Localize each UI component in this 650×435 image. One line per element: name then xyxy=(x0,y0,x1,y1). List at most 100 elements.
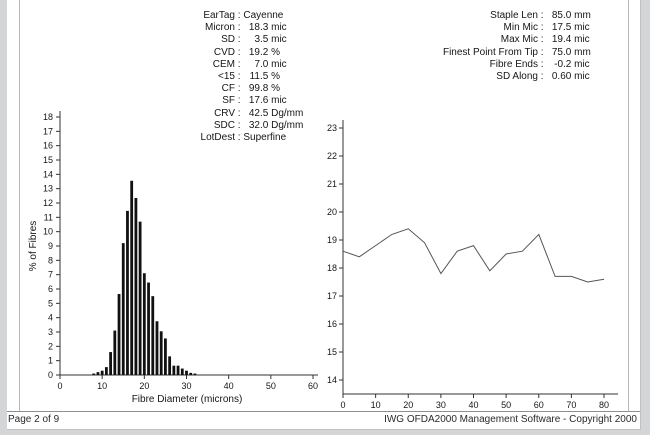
histogram-bar xyxy=(168,356,172,375)
micron-profile-chart: 14 15 16 17 18 19 20 21 22 23 0 10 20 30 40 50 60 70 80 xyxy=(327,120,618,410)
profile-y-tick-label: 23 xyxy=(327,123,337,133)
stat-value: -0.2 xyxy=(554,58,572,70)
histogram-bar xyxy=(113,330,117,375)
stat-value: 19.4 xyxy=(551,34,572,46)
profile-x-tick-label: 40 xyxy=(468,400,478,410)
histogram-bar xyxy=(180,368,184,375)
stat-colon: : xyxy=(235,22,244,34)
stat-row: LotDest : Superfine xyxy=(188,132,303,144)
stat-colon: : xyxy=(538,46,547,58)
hist-x-tick-label: 0 xyxy=(57,381,62,391)
footer-page-number: Page 2 of 9 xyxy=(8,414,60,425)
stat-value: 17.5 xyxy=(551,22,572,34)
footer-copyright: IWG OFDA2000 Management Software - Copyr… xyxy=(384,414,637,425)
profile-y-tick-label: 16 xyxy=(327,319,337,329)
histogram-bar xyxy=(104,367,108,375)
sample-stats-block: EarTag : Cayenne Micron : 18.3 mic SD : 3.… xyxy=(188,10,304,144)
stat-value: 18.3 xyxy=(248,22,269,34)
stat-label: CRV xyxy=(214,107,235,119)
hist-y-tick-label: 3 xyxy=(48,327,53,337)
hist-y-tick-label: 5 xyxy=(48,298,53,308)
hist-y-tick-label: 12 xyxy=(43,198,53,208)
stat-row: SDC : 32.0 Dg/mm xyxy=(188,120,303,132)
stat-row: CVD : 19.2 % xyxy=(188,47,303,59)
profile-y-tick-label: 17 xyxy=(327,291,337,301)
report-frame-right-border xyxy=(628,0,629,411)
histogram-bar xyxy=(164,338,167,375)
histogram-bar xyxy=(185,370,188,375)
stat-unit: Dg/mm xyxy=(268,107,304,119)
histogram-bar xyxy=(117,294,121,375)
stat-label: Finest Point From Tip xyxy=(442,46,538,58)
micron-profile-line xyxy=(342,228,605,283)
stat-value: 0.60 xyxy=(551,71,572,83)
stat-row: Fibre Ends : -0.2 mic xyxy=(430,59,591,71)
profile-x-tick-label: 10 xyxy=(371,400,381,410)
hist-y-tick-label: 9 xyxy=(48,241,53,251)
hist-x-tick-label: 50 xyxy=(266,381,276,391)
stat-unit: % xyxy=(268,46,281,58)
stat-label: SDC xyxy=(213,119,235,131)
hist-y-tick-label: 18 xyxy=(43,112,53,122)
histogram-bar xyxy=(126,210,129,375)
histogram-bar xyxy=(130,180,134,375)
hist-y-tick-label: 0 xyxy=(48,370,53,380)
report-frame-left-border xyxy=(19,0,20,411)
stat-value: 99.8 xyxy=(248,83,269,95)
stat-value: 17.6 xyxy=(248,95,269,107)
histogram-bar xyxy=(147,282,150,375)
stat-unit: mm xyxy=(571,46,591,58)
hist-x-tick-label: 20 xyxy=(139,381,149,391)
stat-row: Finest Point From Tip : 75.0 mm xyxy=(430,47,591,59)
stat-row: EarTag : Cayenne xyxy=(188,10,303,22)
hist-y-tick-label: 4 xyxy=(48,313,53,323)
hist-x-tick-label: 40 xyxy=(224,381,234,391)
profile-x-tick-label: 80 xyxy=(599,400,609,410)
stat-value: 42.5 xyxy=(248,107,269,119)
hist-y-tick-label: 13 xyxy=(43,184,53,194)
histogram-bar xyxy=(189,372,193,375)
stat-unit: % xyxy=(268,71,281,83)
stat-label: Min Mic xyxy=(503,22,538,34)
hist-y-axis-title: % of Fibres xyxy=(28,221,39,272)
hist-y-tick-label: 2 xyxy=(48,341,53,351)
stat-unit: Dg/mm xyxy=(268,119,304,131)
profile-x-tick-label: 50 xyxy=(501,400,511,410)
profile-x-tick-label: 60 xyxy=(534,400,544,410)
stat-colon: : xyxy=(235,58,244,70)
histogram-bar xyxy=(176,365,180,375)
stat-colon: : xyxy=(235,71,244,83)
footer-divider xyxy=(7,411,640,412)
profile-y-tick-label: 19 xyxy=(327,235,337,245)
stat-colon: : xyxy=(538,22,547,34)
profile-y-tick-label: 15 xyxy=(327,347,337,357)
histogram-bar xyxy=(155,321,159,375)
stat-row: CF : 99.8 % xyxy=(188,83,303,95)
stat-row: Min Mic : 17.5 mic xyxy=(430,22,591,34)
stat-label: CVD xyxy=(213,46,235,58)
stat-label: SD Along xyxy=(496,71,538,83)
stat-label: SD xyxy=(221,34,235,46)
stat-row: SD Along : 0.60 mic xyxy=(430,71,591,83)
profile-x-tick-label: 20 xyxy=(403,400,413,410)
hist-y-tick-label: 7 xyxy=(48,270,53,280)
stat-unit: % xyxy=(268,83,281,95)
histogram-bar xyxy=(142,273,146,375)
stat-unit: mic xyxy=(268,58,287,70)
stat-colon: : xyxy=(235,95,244,107)
histogram-bar xyxy=(151,296,155,375)
histogram-bar xyxy=(193,373,197,375)
stat-label: LotDest xyxy=(200,132,235,144)
stat-colon: : xyxy=(538,71,547,83)
stat-label: CEM xyxy=(212,58,235,70)
stat-value: Superfine xyxy=(243,132,287,144)
stat-label: CF xyxy=(221,83,235,95)
stat-unit: mic xyxy=(268,22,287,34)
stat-row: CEM : 7.0 mic xyxy=(188,59,303,71)
stat-colon: : xyxy=(235,10,244,21)
hist-y-tick-label: 14 xyxy=(43,169,53,179)
stat-colon: : xyxy=(235,132,244,144)
hist-x-tick-label: 30 xyxy=(181,381,191,391)
stat-row: <15 : 11.5 % xyxy=(188,71,303,83)
